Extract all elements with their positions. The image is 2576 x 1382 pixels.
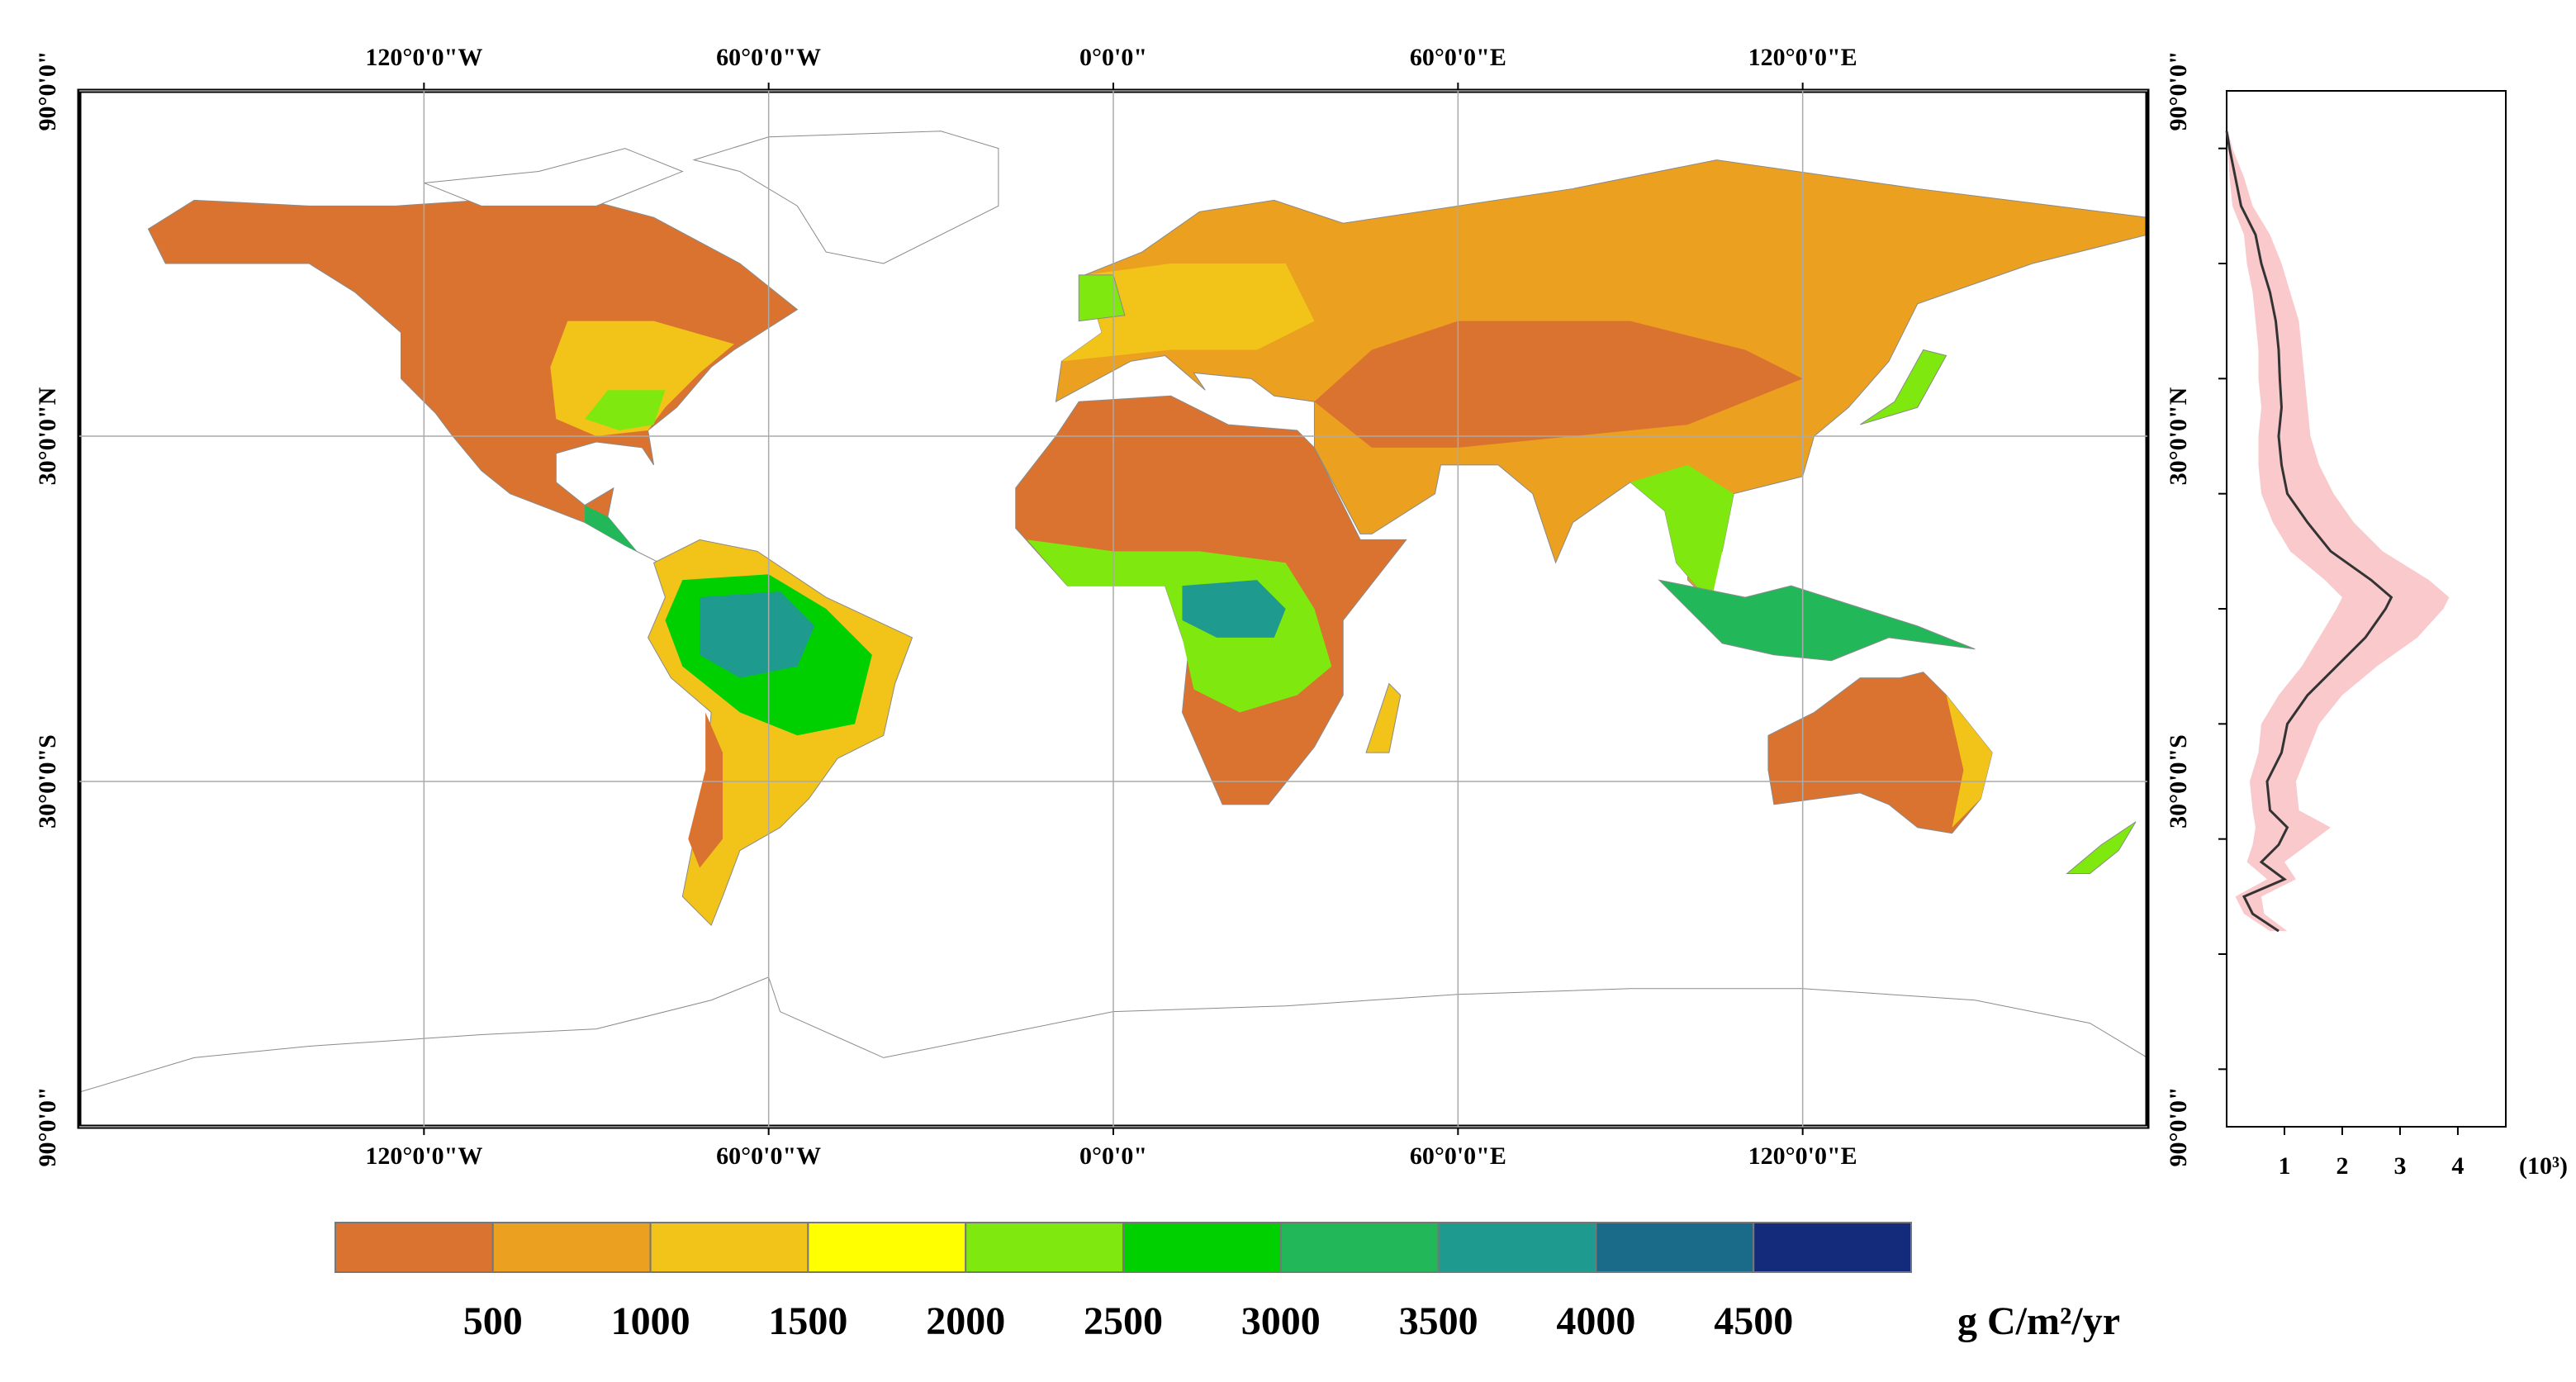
world-map [79, 131, 2147, 1092]
colorbar-label: 4500 [1714, 1299, 1793, 1343]
colorbar-label: 1000 [611, 1299, 690, 1343]
colorbar-label: 3000 [1241, 1299, 1321, 1343]
color-swatch [1753, 1222, 1912, 1273]
japan [1860, 350, 1946, 425]
profile-line [2225, 131, 2393, 933]
color-swatch [1595, 1222, 1755, 1273]
x-tick-label: 3 [2393, 1152, 2406, 1180]
lon-label-top: 120°0'0"E [1748, 44, 1857, 71]
colorbar-label: 2500 [1084, 1299, 1163, 1343]
lon-label-bottom: 60°0'0"W [716, 1142, 821, 1170]
lon-label-top: 60°0'0"W [716, 44, 821, 71]
colorbar-label: 500 [463, 1299, 523, 1343]
new-zealand [2067, 822, 2136, 874]
lon-label-top: 120°0'0"W [365, 44, 482, 71]
lat-label-left: 90°0'0" [34, 1087, 61, 1167]
andes [688, 712, 723, 868]
lon-label-bottom: 60°0'0"E [1410, 1142, 1506, 1170]
colorbar-label: 2000 [926, 1299, 1005, 1343]
color-swatch [1122, 1222, 1282, 1273]
central-asia-dry [1314, 321, 1803, 448]
lat-label-right: 90°0'0" [2165, 51, 2192, 131]
lat-label-right: 30°0'0"N [2165, 387, 2192, 485]
lat-label-right: 30°0'0"S [2165, 734, 2192, 829]
colorbar-label: 3500 [1399, 1299, 1478, 1343]
color-swatch [491, 1222, 652, 1273]
color-swatch [965, 1222, 1124, 1273]
x-tick-label: 1 [2278, 1152, 2290, 1180]
madagascar [1366, 684, 1401, 753]
color-swatch [1279, 1222, 1440, 1273]
amazon-core [700, 591, 815, 678]
central-america [585, 505, 660, 563]
congo [1182, 580, 1286, 638]
lon-label-bottom: 0°0'0" [1079, 1142, 1147, 1170]
range-band [2227, 131, 2450, 932]
lat-label-left: 90°0'0" [34, 51, 61, 131]
colorbar-unit: g C/m²/yr [1957, 1299, 2120, 1343]
color-swatch [1437, 1222, 1597, 1273]
x-unit: (10³) [2519, 1152, 2568, 1180]
lat-label-left: 30°0'0"N [34, 387, 61, 485]
arctic-islands [424, 149, 682, 207]
europe [1061, 264, 1315, 362]
x-tick-label: 4 [2451, 1152, 2464, 1180]
central-africa [1027, 539, 1332, 713]
x-tick-label: 2 [2336, 1152, 2348, 1180]
color-swatch [649, 1222, 809, 1273]
na-east-forest [585, 390, 666, 431]
greenland [694, 131, 999, 264]
lon-label-bottom: 120°0'0"E [1748, 1142, 1857, 1170]
south-asia [1630, 464, 1734, 604]
north-america [148, 194, 797, 563]
color-swatch [334, 1222, 494, 1273]
lat-label-left: 30°0'0"S [34, 734, 61, 829]
colorbar-label: 1500 [768, 1299, 847, 1343]
colorbar-label: 4000 [1556, 1299, 1635, 1343]
indonesia [1659, 580, 1976, 661]
color-swatch [807, 1222, 967, 1273]
lon-label-bottom: 120°0'0"W [365, 1142, 482, 1170]
australia-east [1946, 695, 1993, 828]
antarctica [79, 977, 2147, 1092]
lon-label-top: 0°0'0" [1079, 44, 1147, 71]
lon-label-top: 60°0'0"E [1410, 44, 1506, 71]
lat-label-right: 90°0'0" [2165, 1087, 2192, 1167]
